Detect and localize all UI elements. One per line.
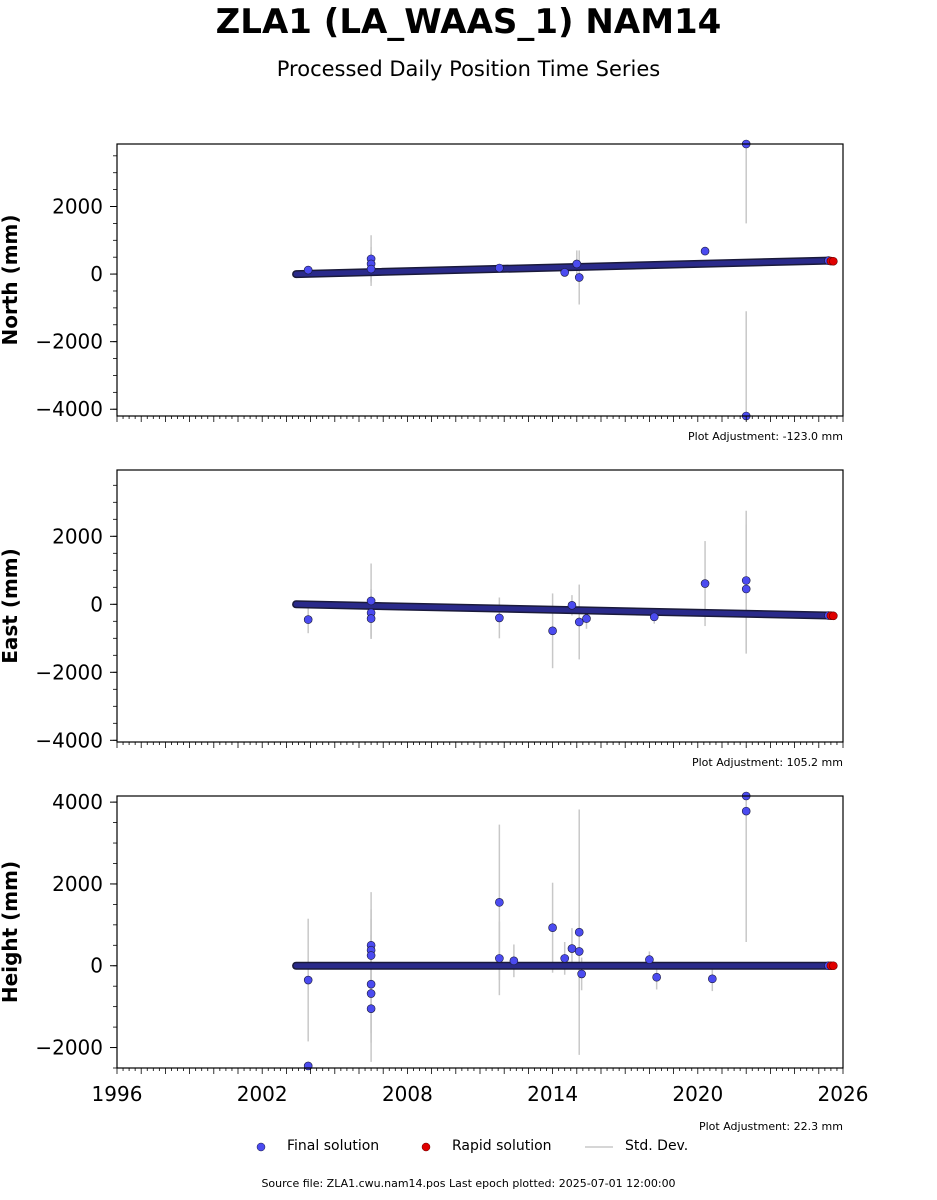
height-point <box>366 951 376 960</box>
legend-rapid-marker <box>421 1142 431 1152</box>
north-point <box>495 263 504 273</box>
height-point <box>560 954 570 963</box>
height-y-tick-label: −2000 <box>35 1036 103 1060</box>
height-y-tick-label: 2000 <box>52 872 103 896</box>
east-point <box>700 579 710 588</box>
chart-subtitle: Processed Daily Position Time Series <box>276 57 661 81</box>
legend-rapid-label: Rapid solution <box>452 1138 552 1154</box>
north-y-tick-label: −4000 <box>35 397 103 421</box>
height-point <box>574 947 584 956</box>
north-point <box>560 268 570 277</box>
east-y-tick-label: 2000 <box>52 524 103 548</box>
north-y-axis-label: North (mm) <box>0 214 22 345</box>
east-point <box>574 617 584 627</box>
east-point <box>303 615 313 624</box>
x-tick-label: 2014 <box>527 1082 578 1106</box>
north-rapid-point <box>829 256 838 266</box>
east-point <box>649 612 659 622</box>
chart-title: ZLA1 (LA_WAAS_1) NAM14 <box>215 2 722 42</box>
legend-final-marker <box>256 1142 266 1152</box>
height-point <box>645 955 654 964</box>
source-note: Source file: ZLA1.cwu.nam14.pos Last epo… <box>261 1177 676 1190</box>
legend-stddev-label: Std. Dev. <box>625 1138 689 1154</box>
x-tick-label: 2026 <box>818 1082 869 1106</box>
north-adjustment-note: Plot Adjustment: -123.0 mm <box>688 430 843 443</box>
height-point <box>577 969 586 979</box>
height-point <box>574 927 584 937</box>
east-rapid-point <box>829 611 838 621</box>
east-point <box>741 584 751 594</box>
north-y-tick-label: 0 <box>90 262 103 286</box>
north-point <box>700 246 710 256</box>
height-rapid-point <box>829 961 838 971</box>
height-point <box>509 956 519 966</box>
x-tick-label: 2002 <box>237 1082 288 1106</box>
height-point <box>741 806 751 816</box>
height-y-axis-label: Height (mm) <box>0 861 22 1003</box>
height-y-tick-label: 0 <box>90 954 103 978</box>
north-daily-band <box>293 258 831 277</box>
east-adjustment-note: Plot Adjustment: 105.2 mm <box>692 756 843 769</box>
east-point <box>366 596 376 606</box>
height-panel: −2000 0 2000 4000 Height (mm) Plot Adjustment… <box>0 790 868 1133</box>
east-y-tick-label: −4000 <box>35 728 103 752</box>
east-point <box>366 614 376 623</box>
east-point <box>548 626 557 636</box>
north-y-tick-label: 2000 <box>52 195 103 219</box>
height-point <box>495 954 504 963</box>
x-tick-label: 1996 <box>92 1082 143 1106</box>
north-point <box>303 265 313 275</box>
height-point <box>548 923 557 933</box>
north-y-tick-label: −2000 <box>35 330 103 354</box>
height-y-tick-label: 4000 <box>52 790 103 814</box>
east-y-tick-label: 0 <box>90 592 103 616</box>
height-point <box>652 972 661 982</box>
east-daily-band <box>293 601 831 619</box>
north-panel: −4000 −2000 0 2000 North (mm) Plot Adjustment… <box>0 139 844 443</box>
height-point <box>366 979 376 989</box>
north-point <box>366 264 376 274</box>
east-point <box>582 614 591 623</box>
east-point <box>741 576 751 585</box>
east-point <box>567 601 577 610</box>
x-tick-label: 2008 <box>382 1082 433 1106</box>
height-point <box>495 898 504 907</box>
height-point <box>567 944 577 953</box>
east-y-tick-label: −2000 <box>35 660 103 684</box>
height-point <box>708 974 717 984</box>
x-tick-label: 2020 <box>672 1082 723 1106</box>
east-panel: −4000 −2000 0 2000 East (mm) Plot Adjustment:… <box>0 469 844 769</box>
east-point <box>495 613 504 623</box>
north-point <box>572 259 582 269</box>
height-point <box>366 989 376 998</box>
height-adjustment-note: Plot Adjustment: 22.3 mm <box>699 1120 843 1133</box>
north-point <box>574 273 584 282</box>
east-y-axis-label: East (mm) <box>0 548 22 664</box>
height-point <box>366 1004 376 1013</box>
height-point <box>303 975 313 985</box>
legend-final-label: Final solution <box>287 1138 380 1154</box>
